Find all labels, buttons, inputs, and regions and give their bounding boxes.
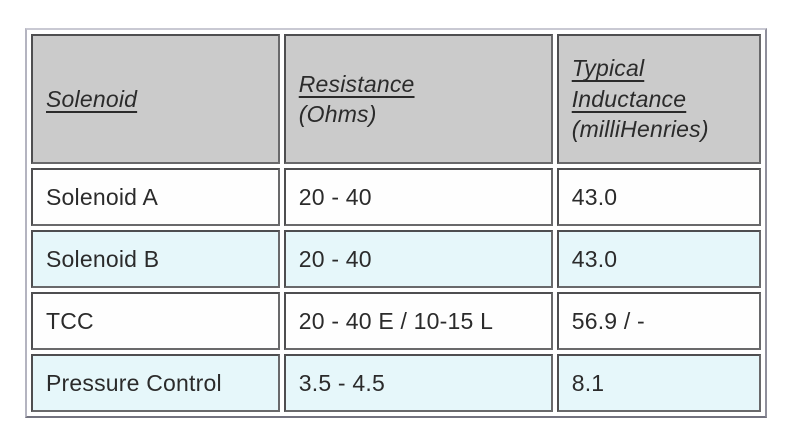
header-unit-inductance: (milliHenries) bbox=[571, 116, 709, 143]
header-cell-resistance: Resistance (Ohms) bbox=[283, 34, 553, 164]
cell-pressure-control-resistance: 3.5 - 4.5 bbox=[283, 354, 553, 412]
header-label-resistance: Resistance bbox=[298, 70, 415, 97]
cell-solenoid-b-inductance: 43.0 bbox=[556, 230, 761, 288]
header-label-solenoid: Solenoid bbox=[46, 85, 138, 112]
header-cell-inductance: Typical Inductance (milliHenries) bbox=[556, 34, 761, 164]
cell-pressure-control-inductance: 8.1 bbox=[556, 354, 761, 412]
header-cell-solenoid: Solenoid bbox=[31, 34, 280, 164]
cell-pressure-control-name: Pressure Control bbox=[31, 354, 280, 412]
cell-solenoid-b-name: Solenoid B bbox=[31, 230, 280, 288]
table-row-solenoid-b: Solenoid B 20 - 40 43.0 bbox=[31, 230, 761, 288]
cell-solenoid-b-resistance: 20 - 40 bbox=[283, 230, 553, 288]
table-row-pressure-control: Pressure Control 3.5 - 4.5 8.1 bbox=[31, 354, 761, 412]
cell-solenoid-a-inductance: 43.0 bbox=[556, 168, 761, 226]
header-label-inductance: Typical Inductance bbox=[571, 55, 687, 112]
cell-solenoid-a-resistance: 20 - 40 bbox=[283, 168, 553, 226]
cell-tcc-inductance: 56.9 / - bbox=[556, 292, 761, 350]
table-row-solenoid-a: Solenoid A 20 - 40 43.0 bbox=[31, 168, 761, 226]
cell-solenoid-a-name: Solenoid A bbox=[31, 168, 280, 226]
cell-tcc-resistance: 20 - 40 E / 10-15 L bbox=[283, 292, 553, 350]
table-container: Solenoid Resistance (Ohms) Typical Induc… bbox=[25, 28, 767, 418]
table-row-tcc: TCC 20 - 40 E / 10-15 L 56.9 / - bbox=[31, 292, 761, 350]
solenoid-spec-table: Solenoid Resistance (Ohms) Typical Induc… bbox=[25, 28, 767, 418]
header-row: Solenoid Resistance (Ohms) Typical Induc… bbox=[31, 34, 761, 164]
cell-tcc-name: TCC bbox=[31, 292, 280, 350]
header-unit-resistance: (Ohms) bbox=[298, 101, 377, 127]
